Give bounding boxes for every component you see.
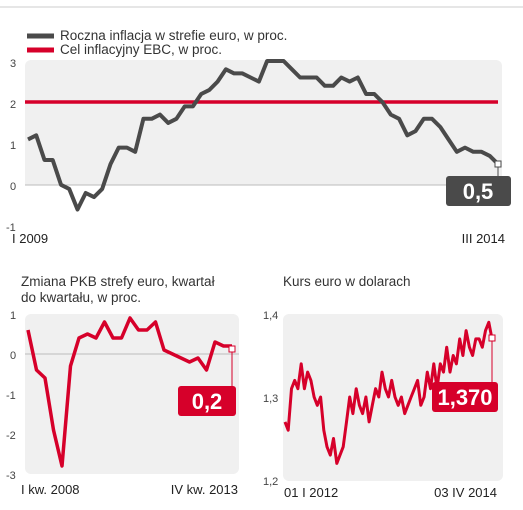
gdp-x-end: IV kw. 2013 [171,482,238,497]
fx-ytick: 1,3 [263,393,278,405]
inflation-chart: Roczna inflacja w strefie euro, w proc. … [6,28,511,246]
gdp-callout-value: 0,2 [192,389,223,414]
inflation-callout-marker [494,160,502,168]
inflation-x-start: I 2009 [12,231,48,246]
fx-series-line [283,320,494,465]
gdp-title-line2: do kwartału, w proc. [21,290,141,305]
fx-x-end: 03 IV 2014 [434,485,497,500]
gdp-ytick: -1 [6,390,16,402]
inflation-ytick: 2 [10,99,16,111]
fx-x-start: 01 I 2012 [284,485,338,500]
gdp-callout-marker [228,345,236,353]
gdp-ytick: -2 [6,430,16,442]
fx-chart: Kurs euro w dolarach 1,4 1,3 1,2 1,370 0… [263,274,503,500]
fx-callout-marker [488,334,496,342]
inflation-callout-badge [446,176,511,206]
inflation-x-end: III 2014 [462,231,505,246]
gdp-chart: Zmiana PKB strefy euro, kwartał do kwart… [6,274,239,497]
legend-label-target: Cel inflacyjny EBC, w proc. [60,42,222,57]
gdp-series-line [26,316,232,468]
inflation-negative-zone [25,185,502,228]
fx-ytick: 1,4 [263,310,278,322]
fx-callout-value: 1,370 [437,385,492,410]
gdp-callout-badge [178,386,236,416]
gdp-title-line1: Zmiana PKB strefy euro, kwartał [21,274,215,289]
gdp-x-start: I kw. 2008 [21,482,80,497]
inflation-callout-value: 0,5 [463,179,494,204]
gdp-ytick: -3 [6,470,16,482]
fx-callout-badge [432,382,498,412]
legend-label-inflation: Roczna inflacja w strefie euro, w proc. [60,28,287,43]
fx-ytick: 1,2 [263,476,278,488]
inflation-ytick: 3 [10,58,16,70]
inflation-ytick: 1 [10,140,16,152]
fx-title: Kurs euro w dolarach [283,274,411,289]
inflation-series-line [27,59,500,212]
inflation-ytick: 0 [10,181,16,193]
inflation-ytick: -1 [6,222,16,234]
gdp-ytick: 0 [10,350,16,362]
gdp-ytick: 1 [10,310,16,322]
